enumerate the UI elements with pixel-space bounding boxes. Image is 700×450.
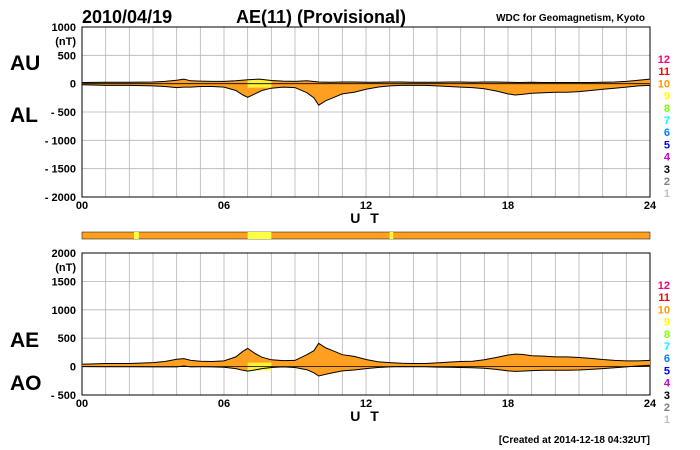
y-tick-label: 500 [58,333,76,345]
panel-label-au: AU [10,52,40,75]
series-area-ae [82,343,650,367]
station-count-label: 3 [664,164,670,176]
station-count-label: 8 [664,103,670,115]
station-count-label: 7 [664,341,670,353]
chart-title: AE(11) (Provisional) [236,7,406,27]
x-tick-label: 06 [218,200,230,212]
station-count-label: 5 [664,139,670,151]
plot-frame [81,26,651,198]
station-count-band-segment [389,232,394,239]
plot-frame [81,252,651,396]
station-count-band [81,231,651,240]
source-label: WDC for Geomagnetism, Kyoto [496,13,645,24]
series-line-al [81,84,651,106]
station-count-label: 1 [664,188,670,200]
series-area-ao [82,365,650,376]
station-count-label: 12 [658,54,670,66]
panel-label-ao: AO [10,372,42,395]
station-count-label: 9 [664,91,670,103]
unit-label: (nT) [55,262,76,274]
x-tick-label: 06 [218,398,230,410]
x-tick-label: 18 [502,200,514,212]
y-tick-label: 0 [70,79,76,91]
station-count-label: 6 [664,353,670,365]
station-count-label: 10 [658,304,670,316]
x-tick-label: 12 [360,200,372,212]
y-tick-label: 0 [70,362,76,374]
panel-label-al: AL [10,104,38,127]
x-tick-label: 00 [76,200,88,212]
station-count-band-segment [247,232,272,239]
panel-label-ae: AE [10,329,39,352]
y-tick-label: - 1500 [45,164,76,176]
station-count-label: 4 [664,378,671,390]
station-count-label: 9 [664,317,670,329]
x-tick-label: 24 [644,200,657,212]
x-axis-label: U T [350,210,382,226]
x-tick-label: 24 [644,398,657,410]
y-tick-label: - 500 [51,390,76,402]
station-count-label: 11 [658,292,670,304]
station-count-label: 4 [664,152,671,164]
y-tick-label: 1000 [52,22,76,34]
y-tick-label: 500 [58,50,76,62]
station-count-label: 7 [664,115,670,127]
x-axis-label: U T [350,408,382,424]
series-area-al [82,83,650,106]
station-count-label: 6 [664,127,670,139]
station-count-label: 1 [664,414,670,426]
x-tick-label: 00 [76,398,88,410]
y-tick-label: 1000 [52,305,76,317]
station-count-label: 8 [664,329,670,341]
x-tick-label: 12 [360,398,372,410]
y-tick-label: - 2000 [45,192,76,204]
y-tick-label: - 1000 [45,135,76,147]
y-tick-label: 2000 [52,248,76,260]
x-tick-label: 18 [502,398,514,410]
station-count-label: 2 [664,402,670,414]
created-label: [Created at 2014-12-18 04:32UT] [499,435,650,446]
station-count-label: 2 [664,176,670,188]
station-count-label: 10 [658,78,670,90]
y-tick-label: - 500 [51,107,76,119]
y-tick-label: 1500 [52,276,76,288]
station-count-label: 11 [658,66,670,78]
unit-label: (nT) [55,36,76,48]
station-count-label: 5 [664,365,670,377]
date-label: 2010/04/19 [82,7,172,27]
station-count-band-segment [134,232,139,239]
series-line-ae [81,342,651,365]
series-line-au [81,78,651,84]
station-count-label: 3 [664,390,670,402]
station-count-label: 12 [658,280,670,292]
